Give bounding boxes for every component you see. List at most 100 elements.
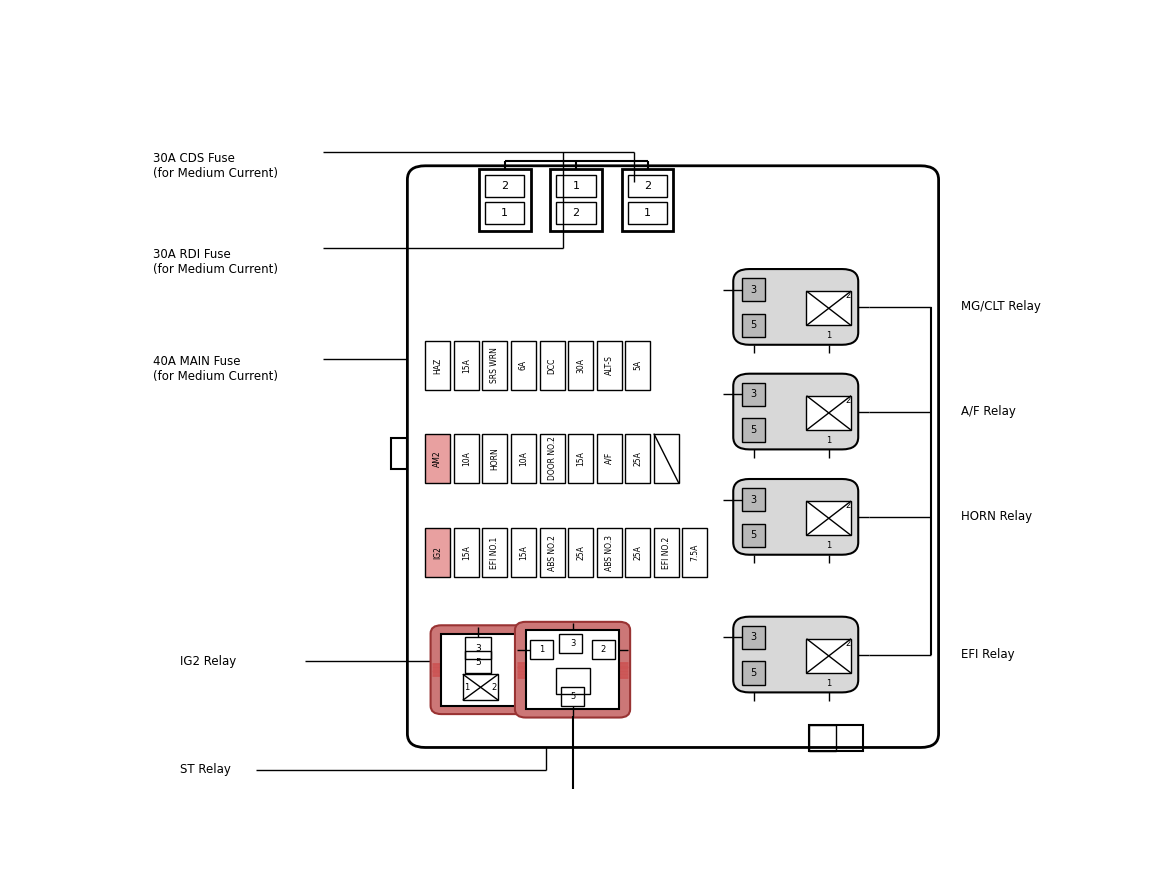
Text: IG2: IG2: [433, 546, 442, 559]
Text: 1: 1: [826, 541, 832, 550]
Text: HAZ: HAZ: [433, 358, 442, 374]
Bar: [511, 434, 536, 483]
Text: HORN: HORN: [491, 447, 499, 469]
Bar: [464, 637, 491, 660]
Bar: [559, 634, 583, 653]
Bar: [597, 341, 622, 390]
Text: MG/CLT Relay: MG/CLT Relay: [961, 300, 1040, 314]
Bar: [485, 202, 524, 224]
Text: 7.5A: 7.5A: [690, 544, 699, 561]
FancyBboxPatch shape: [515, 622, 630, 718]
Text: ST Relay: ST Relay: [180, 763, 230, 776]
Bar: [628, 174, 667, 197]
Text: DCC: DCC: [547, 358, 556, 374]
Text: 40A MAIN Fuse
(for Medium Current): 40A MAIN Fuse (for Medium Current): [153, 355, 278, 383]
Bar: [626, 527, 650, 578]
Text: 30A CDS Fuse
(for Medium Current): 30A CDS Fuse (for Medium Current): [153, 152, 278, 180]
Text: 5: 5: [751, 320, 757, 331]
Bar: [742, 278, 765, 301]
Text: A/F Relay: A/F Relay: [961, 405, 1016, 418]
Text: 1: 1: [464, 683, 470, 692]
Bar: [441, 634, 520, 706]
Bar: [556, 174, 596, 197]
Bar: [464, 651, 491, 673]
Bar: [742, 626, 765, 649]
Bar: [806, 638, 851, 673]
Bar: [682, 527, 707, 578]
Text: 1: 1: [539, 645, 545, 654]
Text: 5: 5: [751, 426, 757, 435]
Bar: [454, 527, 479, 578]
Text: 25A: 25A: [634, 545, 642, 561]
Text: 30A: 30A: [576, 358, 585, 373]
Bar: [568, 434, 593, 483]
Text: SRS WRN: SRS WRN: [491, 348, 499, 384]
Text: 2: 2: [846, 638, 851, 648]
Text: 2: 2: [600, 645, 606, 654]
Bar: [425, 341, 450, 390]
FancyBboxPatch shape: [733, 479, 858, 554]
FancyBboxPatch shape: [733, 269, 858, 345]
Text: 1: 1: [826, 679, 832, 687]
Bar: [561, 687, 584, 706]
Text: EFI NO.2: EFI NO.2: [661, 536, 670, 569]
Text: 1: 1: [826, 331, 832, 340]
Text: 3: 3: [751, 632, 757, 642]
Text: 5A: 5A: [634, 360, 642, 370]
Bar: [392, 438, 408, 468]
Text: 5: 5: [751, 530, 757, 541]
Bar: [454, 341, 479, 390]
Text: 1: 1: [573, 181, 579, 190]
Bar: [568, 527, 593, 578]
Text: 30A RDI Fuse
(for Medium Current): 30A RDI Fuse (for Medium Current): [153, 249, 278, 276]
Text: EFI Relay: EFI Relay: [961, 648, 1015, 661]
Text: 1: 1: [826, 435, 832, 444]
Text: AM2: AM2: [433, 450, 442, 467]
Bar: [483, 434, 507, 483]
Bar: [628, 202, 667, 224]
Text: 1: 1: [501, 208, 508, 218]
Bar: [463, 674, 499, 700]
Bar: [597, 527, 622, 578]
Bar: [806, 501, 851, 536]
FancyBboxPatch shape: [733, 617, 858, 692]
Bar: [511, 341, 536, 390]
Bar: [568, 341, 593, 390]
Text: 2: 2: [501, 181, 508, 190]
Bar: [742, 314, 765, 337]
Text: EFI NO.1: EFI NO.1: [491, 536, 499, 569]
Text: 25A: 25A: [576, 545, 585, 561]
Bar: [479, 169, 531, 232]
Bar: [454, 434, 479, 483]
Text: 3: 3: [751, 494, 757, 504]
Bar: [809, 725, 863, 751]
Text: 3: 3: [475, 644, 480, 653]
Text: 10A: 10A: [462, 451, 471, 466]
Bar: [742, 662, 765, 685]
Text: 2: 2: [846, 291, 851, 300]
Text: 2: 2: [573, 208, 579, 218]
FancyBboxPatch shape: [733, 374, 858, 450]
Bar: [485, 174, 524, 197]
Bar: [511, 527, 536, 578]
Text: 6A: 6A: [518, 360, 528, 370]
Bar: [425, 527, 450, 578]
Text: DOOR NO.2: DOOR NO.2: [547, 436, 556, 480]
Text: 15A: 15A: [462, 545, 471, 561]
Text: IG2 Relay: IG2 Relay: [180, 655, 236, 668]
Bar: [539, 341, 564, 390]
Text: 2: 2: [644, 181, 651, 190]
Text: 5: 5: [751, 668, 757, 679]
Bar: [483, 527, 507, 578]
Bar: [742, 524, 765, 547]
FancyBboxPatch shape: [431, 625, 531, 714]
Bar: [555, 668, 590, 694]
Text: 5: 5: [570, 692, 575, 701]
Text: 15A: 15A: [576, 451, 585, 466]
Text: 15A: 15A: [462, 358, 471, 373]
Bar: [806, 291, 851, 325]
Bar: [592, 640, 615, 660]
Text: 1: 1: [644, 208, 651, 218]
Text: 3: 3: [751, 389, 757, 400]
Bar: [626, 341, 650, 390]
